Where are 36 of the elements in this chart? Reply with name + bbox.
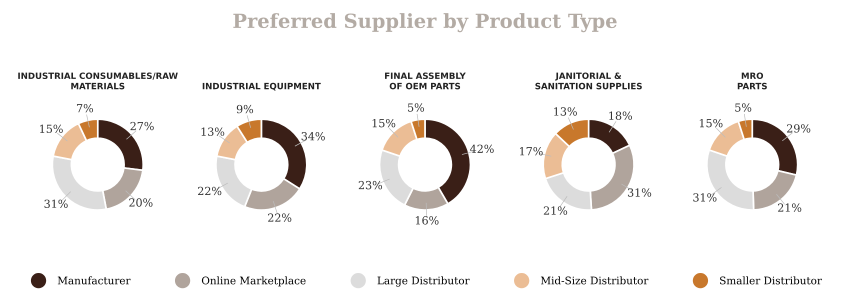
chart-subtitle: INDUSTRIAL EQUIPMENT	[202, 82, 321, 90]
data-label: 31%	[628, 188, 652, 197]
data-label: 34%	[302, 132, 325, 140]
data-label: 9%	[236, 104, 254, 114]
data-label: 7%	[76, 104, 94, 112]
data-label: 17%	[520, 147, 543, 156]
legend-label: Manufacturer	[58, 276, 130, 284]
data-label: 15%	[372, 118, 396, 128]
data-label: 15%	[700, 118, 723, 128]
data-label: 18%	[609, 111, 632, 120]
data-label: 13%	[554, 107, 577, 116]
data-label: 22%	[198, 186, 222, 196]
data-label: 27%	[130, 122, 154, 130]
data-label: 31%	[44, 200, 68, 208]
chart-subtitle: INDUSTRIAL CONSUMABLES/RAW MATERIALS	[18, 72, 178, 90]
data-label: 23%	[358, 180, 382, 190]
legend-label: Large Distributor	[378, 276, 470, 287]
chart-subtitle: FINAL ASSEMBLY OF OEM PARTS	[385, 72, 466, 90]
data-label: 31%	[693, 193, 717, 202]
data-label: 21%	[778, 203, 802, 212]
data-label: 29%	[786, 124, 810, 133]
data-label: 5%	[408, 103, 424, 112]
data-label: 42%	[470, 144, 494, 153]
legend-label: Mid-Size Distributor	[540, 276, 648, 284]
chart-subtitle: MRO PARTS	[738, 72, 767, 90]
chart-subtitle: JANITORIAL & SANITATION SUPPLIES	[535, 72, 642, 90]
text: Preferred Supplier by Product Type	[233, 13, 617, 32]
data-label: 13%	[202, 127, 224, 136]
data-label: 21%	[544, 206, 568, 215]
data-label: 20%	[129, 198, 153, 207]
legend-label: Smaller Distributor	[720, 276, 822, 284]
data-label: 16%	[416, 216, 439, 225]
data-label: 22%	[268, 213, 292, 222]
data-label: 5%	[735, 103, 752, 112]
legend-label: Online Marketplace	[202, 276, 306, 286]
data-label: 15%	[40, 124, 63, 134]
